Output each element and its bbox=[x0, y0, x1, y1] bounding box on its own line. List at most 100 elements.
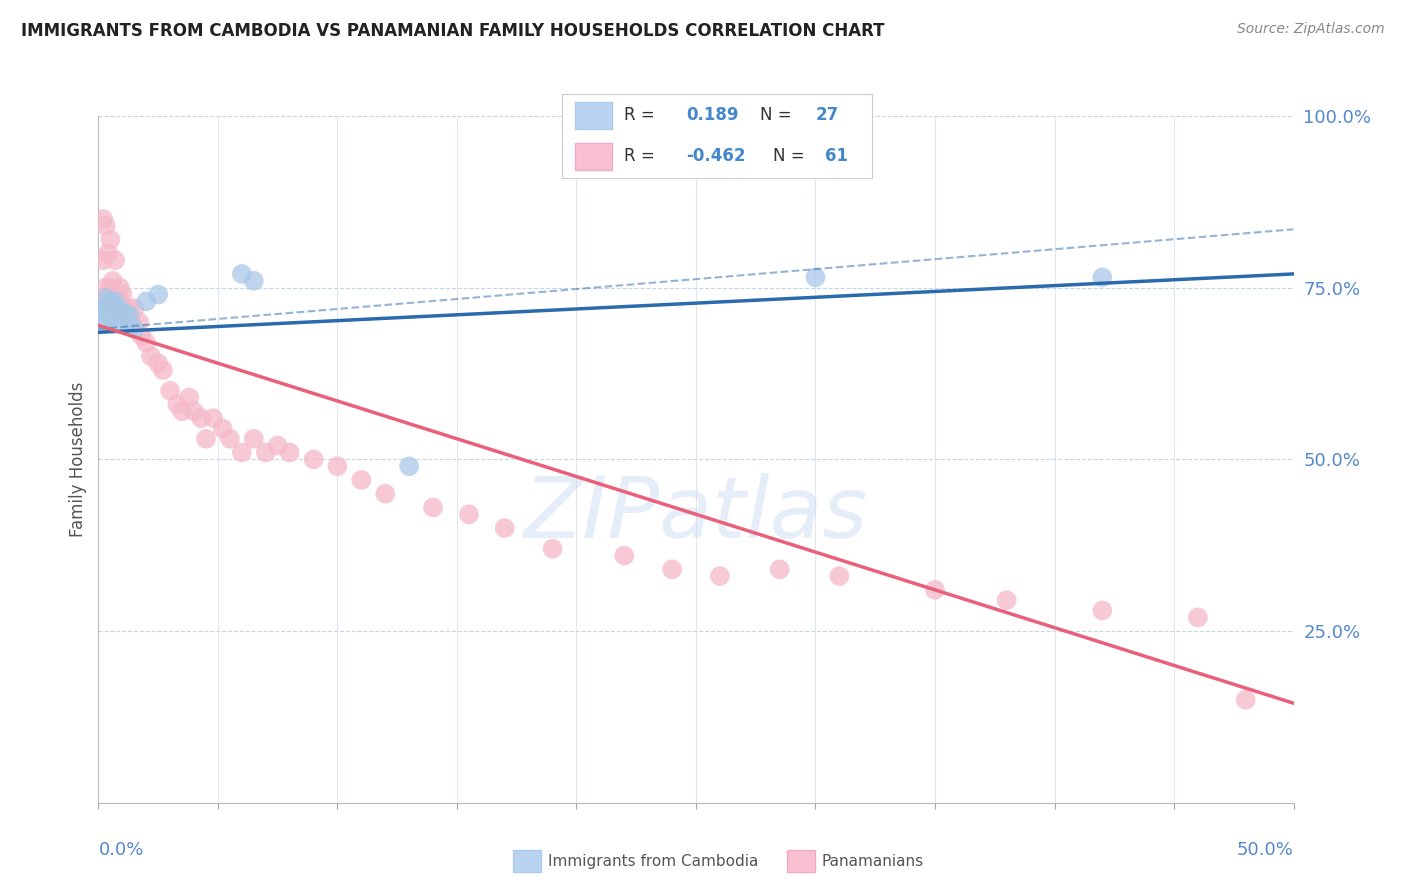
Point bbox=[104, 304, 127, 318]
Point bbox=[91, 212, 114, 227]
Point bbox=[94, 281, 117, 295]
Text: N =: N = bbox=[773, 147, 810, 165]
Point bbox=[114, 301, 136, 316]
Point bbox=[94, 291, 117, 305]
Point bbox=[98, 308, 122, 322]
Point bbox=[124, 322, 146, 336]
Point bbox=[541, 541, 564, 556]
Point bbox=[494, 521, 516, 535]
FancyBboxPatch shape bbox=[575, 103, 612, 129]
Point bbox=[995, 593, 1018, 607]
Point bbox=[1091, 270, 1114, 285]
Point bbox=[111, 287, 134, 301]
Text: 61: 61 bbox=[825, 147, 848, 165]
Text: 27: 27 bbox=[815, 106, 839, 124]
Y-axis label: Family Households: Family Households bbox=[69, 382, 87, 537]
Point bbox=[104, 294, 127, 309]
Point bbox=[254, 445, 277, 459]
Point bbox=[97, 246, 120, 260]
Point bbox=[101, 274, 124, 288]
Point bbox=[924, 582, 946, 597]
Point bbox=[211, 421, 233, 435]
Point bbox=[243, 274, 266, 288]
Point bbox=[202, 411, 225, 425]
Point bbox=[278, 445, 301, 459]
Point bbox=[709, 569, 731, 583]
Point bbox=[108, 281, 131, 295]
Point bbox=[422, 500, 444, 515]
Point bbox=[121, 315, 143, 329]
Point bbox=[613, 549, 636, 563]
Text: ZIPatlas: ZIPatlas bbox=[524, 473, 868, 556]
Text: 50.0%: 50.0% bbox=[1237, 840, 1294, 859]
Point bbox=[190, 411, 212, 425]
Text: 0.0%: 0.0% bbox=[98, 840, 143, 859]
Point bbox=[374, 487, 396, 501]
Point bbox=[1234, 692, 1257, 706]
Text: IMMIGRANTS FROM CAMBODIA VS PANAMANIAN FAMILY HOUSEHOLDS CORRELATION CHART: IMMIGRANTS FROM CAMBODIA VS PANAMANIAN F… bbox=[21, 22, 884, 40]
Point bbox=[828, 569, 851, 583]
Point bbox=[90, 294, 112, 309]
Point bbox=[91, 304, 114, 318]
Point bbox=[111, 304, 134, 318]
Point bbox=[104, 253, 127, 268]
Point bbox=[768, 562, 790, 576]
Point bbox=[152, 363, 174, 377]
Point bbox=[195, 432, 218, 446]
Point bbox=[148, 356, 170, 370]
Point bbox=[458, 508, 481, 522]
Point bbox=[107, 301, 129, 316]
Point bbox=[101, 301, 124, 316]
Text: Source: ZipAtlas.com: Source: ZipAtlas.com bbox=[1237, 22, 1385, 37]
Point bbox=[398, 459, 420, 474]
Point bbox=[98, 294, 122, 309]
Point bbox=[131, 328, 153, 343]
Point bbox=[118, 308, 141, 322]
Point bbox=[90, 315, 112, 329]
Point bbox=[97, 301, 120, 316]
Point bbox=[101, 301, 124, 316]
Point bbox=[108, 294, 131, 309]
Point bbox=[219, 432, 242, 446]
Point bbox=[179, 391, 201, 405]
Point bbox=[97, 315, 120, 329]
Point bbox=[135, 294, 157, 309]
Point bbox=[115, 315, 138, 329]
Point bbox=[115, 308, 138, 322]
Text: -0.462: -0.462 bbox=[686, 147, 745, 165]
Point bbox=[97, 298, 120, 312]
Point bbox=[231, 445, 253, 459]
FancyBboxPatch shape bbox=[575, 143, 612, 169]
Point bbox=[94, 301, 117, 316]
Text: R =: R = bbox=[624, 147, 661, 165]
Point bbox=[326, 459, 349, 474]
Point bbox=[107, 308, 129, 322]
Point bbox=[94, 219, 117, 233]
Text: Immigrants from Cambodia: Immigrants from Cambodia bbox=[548, 854, 759, 869]
Text: R =: R = bbox=[624, 106, 661, 124]
Point bbox=[91, 253, 114, 268]
Point bbox=[350, 473, 373, 487]
Point bbox=[104, 287, 127, 301]
Point bbox=[166, 397, 188, 411]
Point bbox=[804, 270, 827, 285]
Point bbox=[661, 562, 683, 576]
Point bbox=[302, 452, 325, 467]
Text: N =: N = bbox=[761, 106, 797, 124]
Point bbox=[98, 233, 122, 247]
Point bbox=[107, 308, 129, 322]
Point bbox=[172, 404, 194, 418]
Point bbox=[98, 281, 122, 295]
Point bbox=[267, 439, 290, 453]
Point bbox=[114, 308, 136, 322]
Point bbox=[139, 350, 162, 364]
Text: Panamanians: Panamanians bbox=[821, 854, 924, 869]
Point bbox=[183, 404, 205, 418]
Point bbox=[159, 384, 181, 398]
Point bbox=[135, 335, 157, 350]
Point bbox=[124, 301, 146, 316]
Text: 0.189: 0.189 bbox=[686, 106, 738, 124]
Point bbox=[1091, 603, 1114, 617]
Point bbox=[243, 432, 266, 446]
Point bbox=[101, 311, 124, 326]
